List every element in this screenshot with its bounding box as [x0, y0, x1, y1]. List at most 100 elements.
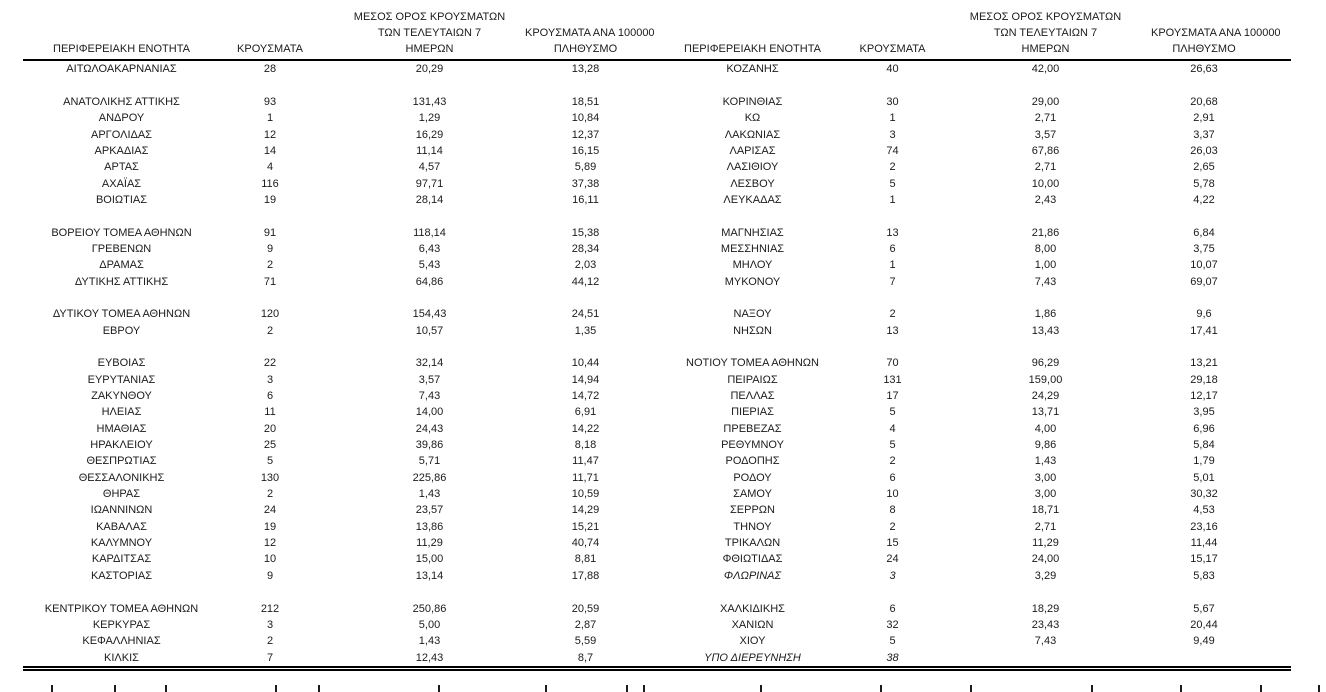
clipped-text-mark [1180, 685, 1182, 692]
per100k-cell-right: 5,67 [1193, 602, 1215, 615]
cases-cell-left: 22 [263, 357, 277, 370]
region-name-cell-left: ΑΝΔΡΟΥ [98, 112, 145, 125]
header-avg7-line3: ΗΜΕΡΩΝ [405, 43, 454, 55]
region-name-cell-left: ΕΥΡΥΤΑΝΙΑΣ [87, 373, 156, 386]
cases-cell-left: 116 [261, 177, 279, 190]
avg7-cell-left: 11,29 [416, 537, 443, 550]
cases-cell-left: 212 [260, 602, 280, 615]
per100k-cell-right: 29,18 [1190, 373, 1218, 386]
clipped-text-mark [880, 685, 882, 692]
avg7-cell-right: 8,00 [1034, 242, 1057, 255]
cases-cell-right: 32 [886, 618, 899, 631]
table-row: ΚΙΛΚΙΣ 7 12,43 8,7 ΥΠΟ ΔΙΕΡΕΥΝΗΣΗ 38 [23, 649, 1291, 665]
cases-cell-right: 2 [889, 455, 896, 468]
avg7-cell-left: 97,71 [415, 177, 444, 190]
per100k-cell-right: 17,41 [1190, 324, 1218, 337]
header-avg7-line3: ΗΜΕΡΩΝ [1021, 43, 1070, 55]
per100k-cell-right: 26,03 [1190, 144, 1218, 157]
clipped-text-mark [1260, 685, 1262, 692]
region-name-cell-right: ΚΟΡΙΝΘΙΑΣ [722, 95, 783, 108]
header-per100k-line1: ΚΡΟΥΣΜΑΤΑ ΑΝΑ 100000 [1151, 27, 1281, 39]
table-row: ΕΥΒΟΙΑΣ 22 32,14 10,44 ΝΟΤΙΟΥ ΤΟΜΕΑ ΑΘΗΝΩΝ 70… [23, 355, 1291, 371]
table-row: ΗΜΑΘΙΑΣ 20 24,43 14,22 ΠΡΕΒΕΖΑΣ 4 4,00 6,96 [23, 421, 1291, 437]
table-row: ΒΟΙΩΤΙΑΣ 19 28,14 16,11 ΛΕΥΚΑΔΑΣ 1 2,43 4,22 [23, 192, 1291, 208]
region-name-cell-right: ΡΟΔΟΥ [733, 471, 772, 484]
per100k-cell-left: 12,37 [571, 128, 600, 141]
region-name-cell-right: ΡΕΘΥΜΝΟΥ [721, 439, 784, 452]
per100k-cell-right: 20,68 [1190, 95, 1218, 108]
table-row: ΚΑΣΤΟΡΙΑΣ 9 13,14 17,88 ΦΛΩΡΙΝΑΣ 3 3,29 5,83 [23, 568, 1291, 584]
avg7-cell-right: 1,43 [1034, 455, 1057, 468]
avg7-cell-left: 5,00 [418, 618, 441, 631]
avg7-cell-left: 64,86 [415, 275, 444, 288]
cases-cell-left: 91 [263, 226, 277, 239]
table-row: ΑΡΓΟΛΙΔΑΣ 12 16,29 12,37 ΛΑΚΩΝΙΑΣ 3 3,57 3,37 [23, 126, 1291, 142]
per100k-cell-right: 2,91 [1193, 112, 1215, 125]
per100k-cell-right: 23,16 [1190, 520, 1218, 533]
table-row: ΘΗΡΑΣ 2 1,43 10,59 ΣΑΜΟΥ 10 3,00 30,32 [23, 486, 1291, 502]
table-row: ΔΥΤΙΚΗΣ ΑΤΤΙΚΗΣ 71 64,86 44,12 ΜΥΚΟΝΟΥ 7 7,43 6… [23, 273, 1291, 289]
region-name-cell-right: ΛΕΥΚΑΔΑΣ [723, 193, 782, 206]
table-row-spacer [23, 290, 1291, 306]
clipped-text-mark [643, 685, 645, 692]
cases-cell-left: 19 [263, 520, 277, 533]
per100k-cell-left: 14,29 [571, 504, 600, 517]
avg7-cell-left: 1,29 [418, 112, 441, 125]
cases-cell-right: 8 [889, 504, 896, 517]
cases-cell-left: 130 [260, 471, 280, 484]
table-row: ΔΡΑΜΑΣ 2 5,43 2,03 ΜΗΛΟΥ 1 1,00 10,07 [23, 257, 1291, 273]
region-name-cell-right: ΣΕΡΡΩΝ [730, 504, 775, 517]
cases-cell-right: 5 [889, 635, 896, 648]
avg7-cell-left: 5,43 [418, 259, 441, 272]
table-row: ΘΕΣΣΑΛΟΝΙΚΗΣ 130 225,86 11,71 ΡΟΔΟΥ 6 3,00 5,01 [23, 470, 1291, 486]
per100k-cell-right: 5,01 [1193, 471, 1215, 484]
cases-cell-right: 38 [886, 651, 899, 664]
region-name-cell-left: ΕΒΡΟΥ [102, 324, 141, 337]
region-name-cell-left: ΚΑΡΔΙΤΣΑΣ [91, 553, 152, 566]
per100k-cell-left: 11,71 [572, 471, 599, 484]
region-name-cell-left: ΔΥΤΙΚΟΥ ΤΟΜΕΑ ΑΘΗΝΩΝ [52, 308, 191, 321]
table-row: ΑΝΔΡΟΥ 1 1,29 10,84 ΚΩ 1 2,71 2,91 [23, 110, 1291, 126]
column-header-region-right: ΠΕΡΙΦΕΡΕΙΑΚΗ ΕΝΟΤΗΤΑ [660, 41, 845, 57]
header-per100k-line2: ΠΛΗΘΥΣΜΟ [1172, 43, 1236, 55]
per100k-cell-left: 16,15 [571, 144, 600, 157]
cases-cell-left: 14 [263, 144, 277, 157]
per100k-cell-right: 6,96 [1193, 422, 1215, 435]
avg7-cell-right: 1,86 [1034, 308, 1057, 321]
table-row: ΓΡΕΒΕΝΩΝ 9 6,43 28,34 ΜΕΣΣΗΝΙΑΣ 6 8,00 3,75 [23, 241, 1291, 257]
region-name-cell-right: ΚΟΖΑΝΗΣ [726, 63, 779, 76]
table-row: ΕΒΡΟΥ 2 10,57 1,35 ΝΗΣΩΝ 13 13,43 17,41 [23, 323, 1291, 339]
region-name-cell-left: ΚΙΛΚΙΣ [104, 651, 139, 664]
region-name-cell-right: ΦΘΙΩΤΙΔΑΣ [722, 553, 783, 566]
per100k-cell-right: 26,63 [1190, 63, 1218, 76]
cases-cell-right: 6 [889, 471, 896, 484]
cases-cell-right: 40 [886, 63, 899, 76]
avg7-cell-left: 23,57 [415, 504, 444, 517]
cases-cell-left: 93 [263, 95, 277, 108]
cases-cell-left: 2 [266, 635, 274, 648]
clipped-text-mark [114, 685, 116, 692]
avg7-cell-right: 7,43 [1034, 275, 1057, 288]
cases-cell-left: 9 [266, 569, 274, 582]
avg7-cell-right: 2,71 [1034, 520, 1057, 533]
per100k-cell-left: 18,51 [571, 95, 600, 108]
region-name-cell-left: ΗΛΕΙΑΣ [101, 406, 142, 419]
avg7-cell-right: 13,71 [1031, 406, 1060, 419]
cases-cell-left: 2 [266, 324, 274, 337]
per100k-cell-right: 1,79 [1193, 455, 1215, 468]
per100k-cell-right: 5,78 [1193, 177, 1215, 190]
avg7-cell-left: 5,71 [418, 455, 441, 468]
cases-cell-left: 28 [263, 63, 277, 76]
avg7-cell-right: 96,29 [1031, 357, 1060, 370]
per100k-cell-left: 40,74 [571, 537, 600, 550]
cases-cell-left: 11 [264, 406, 276, 419]
avg7-cell-left: 28,14 [415, 193, 444, 206]
header-per100k-line2: ΠΛΗΘΥΣΜΟ [553, 43, 618, 55]
table-row-spacer [23, 77, 1291, 93]
avg7-cell-left: 3,57 [418, 373, 441, 386]
per100k-cell-left: 10,59 [571, 488, 600, 501]
per100k-cell-left: 8,81 [574, 553, 597, 566]
region-name-cell-left: ΚΑΛΥΜΝΟΥ [90, 537, 153, 550]
avg7-cell-right: 7,43 [1034, 635, 1057, 648]
per100k-cell-right: 4,22 [1193, 193, 1215, 206]
